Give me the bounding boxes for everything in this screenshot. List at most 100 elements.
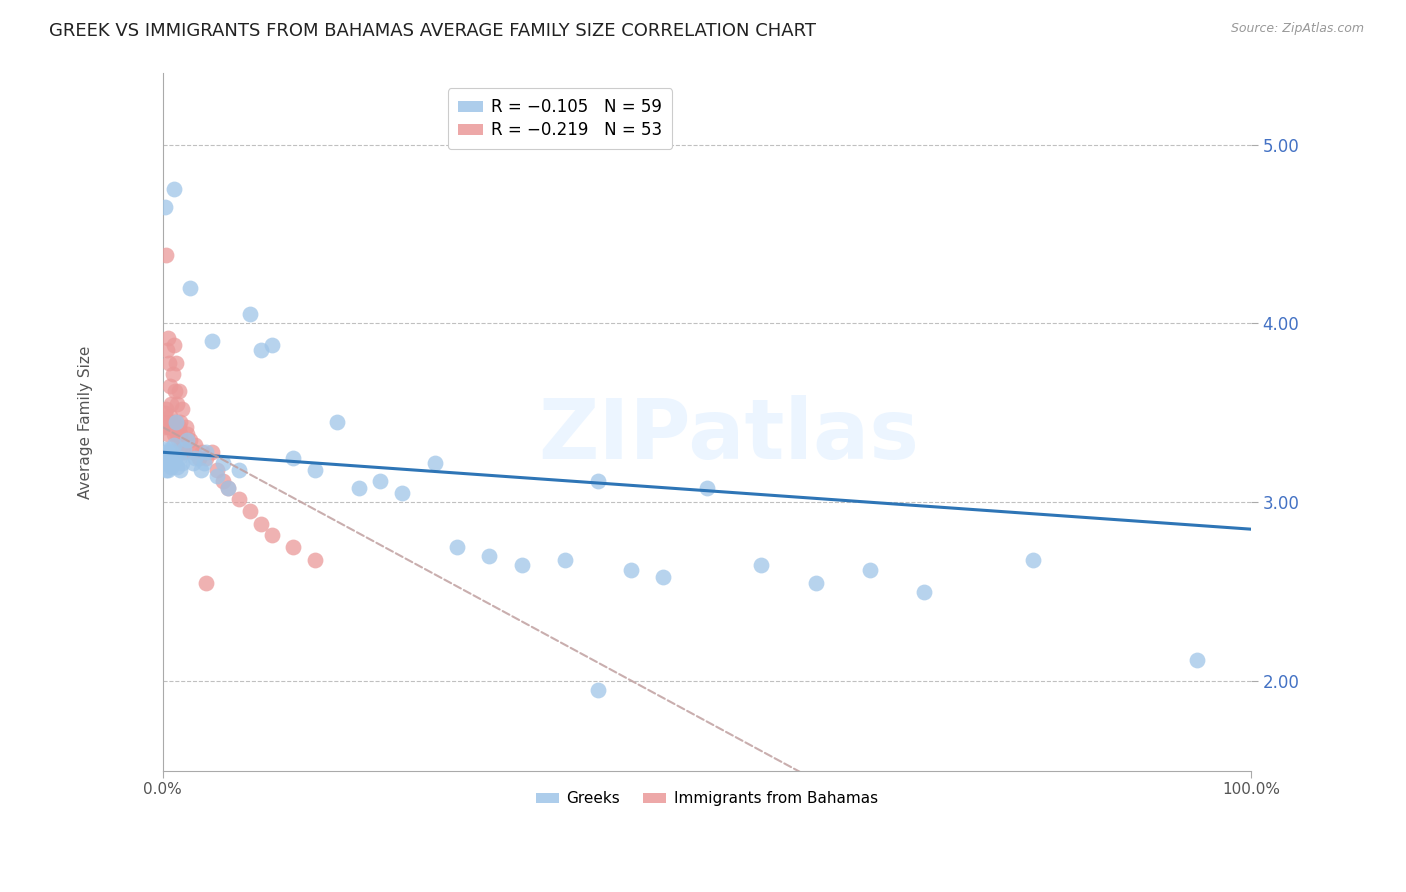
Point <box>156 343 179 358</box>
Point <box>172 433 194 447</box>
Point <box>160 445 183 459</box>
Point <box>201 334 224 349</box>
Point <box>184 450 207 465</box>
Point <box>162 338 184 352</box>
Point <box>260 527 283 541</box>
Point <box>160 420 183 434</box>
Point <box>217 481 239 495</box>
Point <box>172 445 194 459</box>
Point <box>193 456 215 470</box>
Point <box>859 563 882 577</box>
Point <box>181 445 204 459</box>
Point <box>804 575 827 590</box>
Point <box>169 415 191 429</box>
Point <box>205 468 228 483</box>
Point <box>162 182 184 196</box>
Point <box>174 420 197 434</box>
Point <box>586 683 609 698</box>
Point <box>195 575 218 590</box>
Y-axis label: Average Family Size: Average Family Size <box>79 345 93 499</box>
Point <box>162 415 184 429</box>
Point <box>239 504 262 518</box>
Point <box>391 486 413 500</box>
Point <box>167 433 190 447</box>
Text: GREEK VS IMMIGRANTS FROM BAHAMAS AVERAGE FAMILY SIZE CORRELATION CHART: GREEK VS IMMIGRANTS FROM BAHAMAS AVERAGE… <box>49 22 817 40</box>
Point <box>159 442 181 456</box>
Point <box>191 445 214 459</box>
Point <box>155 456 177 470</box>
Point <box>201 445 224 459</box>
Point <box>160 459 183 474</box>
Point <box>153 406 176 420</box>
Point <box>190 463 212 477</box>
Text: ZIPatlas: ZIPatlas <box>538 395 920 476</box>
Point <box>211 456 233 470</box>
Point <box>156 415 179 429</box>
Point <box>159 409 181 424</box>
Point <box>153 442 176 456</box>
Point <box>195 445 218 459</box>
Point <box>239 308 262 322</box>
Point <box>166 397 188 411</box>
Point <box>228 463 250 477</box>
Point <box>155 463 177 477</box>
Point <box>304 463 326 477</box>
Point <box>160 397 183 411</box>
Point <box>1022 552 1045 566</box>
Point <box>176 427 198 442</box>
Point <box>260 338 283 352</box>
Point <box>249 516 271 531</box>
Point <box>157 356 180 370</box>
Point <box>586 474 609 488</box>
Point <box>176 433 198 447</box>
Point <box>170 438 193 452</box>
Point <box>156 445 179 459</box>
Point <box>162 456 184 470</box>
Point <box>165 356 187 370</box>
Text: Source: ZipAtlas.com: Source: ZipAtlas.com <box>1230 22 1364 36</box>
Point <box>184 438 207 452</box>
Point <box>163 420 186 434</box>
Point <box>159 379 181 393</box>
Point <box>167 384 190 399</box>
Point <box>423 456 446 470</box>
Point <box>326 415 349 429</box>
Point <box>283 540 305 554</box>
Point <box>249 343 271 358</box>
Point <box>195 450 218 465</box>
Point <box>446 540 468 554</box>
Point <box>179 280 201 294</box>
Point <box>173 442 195 456</box>
Point <box>165 415 187 429</box>
Point <box>166 459 188 474</box>
Point <box>173 438 195 452</box>
Point <box>347 481 370 495</box>
Point <box>169 463 191 477</box>
Point <box>157 420 180 434</box>
Point <box>510 558 533 572</box>
Point <box>696 481 718 495</box>
Point <box>211 474 233 488</box>
Point <box>163 450 186 465</box>
Point <box>165 415 187 429</box>
Point <box>157 331 180 345</box>
Point <box>187 450 209 465</box>
Point <box>167 450 190 465</box>
Point <box>153 200 176 214</box>
Point <box>1185 653 1208 667</box>
Point <box>157 456 180 470</box>
Point <box>155 248 177 262</box>
Point <box>163 384 186 399</box>
Point <box>162 367 184 381</box>
Point <box>169 427 191 442</box>
Point <box>153 420 176 434</box>
Point <box>228 491 250 506</box>
Point <box>162 427 184 442</box>
Point <box>652 570 675 584</box>
Point <box>166 427 188 442</box>
Point <box>217 481 239 495</box>
Point <box>620 563 643 577</box>
Point <box>283 450 305 465</box>
Point <box>554 552 576 566</box>
Point <box>157 463 180 477</box>
